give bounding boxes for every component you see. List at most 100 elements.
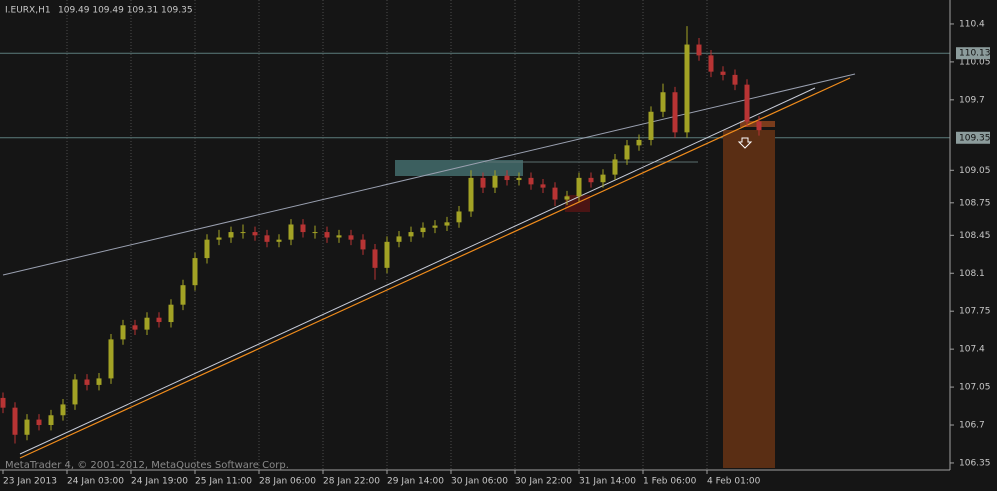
candle-body [252, 232, 258, 236]
candle-body [156, 317, 162, 323]
candle-body [732, 74, 738, 85]
candle-body [324, 232, 330, 238]
chart-title: I.EURX,H1 [5, 6, 51, 16]
candle-body [276, 239, 282, 242]
candle-body [288, 224, 294, 240]
y-tick-label: 107.75 [959, 307, 991, 317]
candle-body [240, 232, 246, 234]
x-tick-label: 1 Feb 06:00 [643, 477, 697, 487]
candle-body [96, 378, 102, 385]
x-tick-label: 30 Jan 22:00 [515, 477, 572, 487]
chart-subtitle: 109.49 109.49 109.31 109.35 [58, 6, 193, 16]
candle-body [456, 211, 462, 223]
candle-body [708, 55, 714, 72]
candle-body [48, 415, 54, 426]
candle-body [420, 227, 426, 233]
candle-body [684, 44, 690, 133]
y-tick-label: 106.35 [959, 458, 991, 468]
candle-body [720, 71, 726, 75]
trend-line [19, 87, 816, 455]
price-label: 109.35 [959, 133, 991, 143]
candle-body [756, 121, 762, 131]
candle-body [348, 235, 354, 240]
trend-line [19, 77, 851, 459]
candle-body [120, 325, 126, 340]
candle-body [228, 232, 234, 238]
candle-body [696, 44, 702, 56]
candle-body [504, 175, 510, 181]
candle-body [492, 175, 498, 188]
candle-body [408, 232, 414, 237]
y-tick-label: 108.1 [959, 269, 985, 279]
candle-body [12, 407, 18, 435]
trend-line [2, 73, 856, 276]
candle-body [204, 239, 210, 259]
candle-body [516, 177, 522, 181]
candle-body [72, 379, 78, 405]
y-tick-label: 110.4 [959, 19, 985, 29]
candle-body [564, 196, 570, 200]
candle-body [216, 237, 222, 240]
candle-body [540, 184, 546, 188]
candle-body [612, 159, 618, 175]
candle-body [108, 339, 114, 379]
x-tick-label: 24 Jan 19:00 [131, 477, 188, 487]
candle-body [672, 92, 678, 133]
y-tick-label: 107.05 [959, 383, 991, 393]
candle-body [384, 241, 390, 268]
candle-body [144, 317, 150, 330]
candle-body [624, 145, 630, 160]
x-tick-label: 30 Jan 06:00 [451, 477, 508, 487]
candle-body [0, 397, 6, 408]
x-tick-label: 23 Jan 2013 [3, 477, 57, 487]
candle-body [168, 304, 174, 323]
y-tick-label: 109.05 [959, 166, 991, 176]
price-label-box [956, 47, 990, 60]
candle-body [552, 187, 558, 200]
candle-body [264, 235, 270, 242]
candle-body [744, 84, 750, 122]
y-tick-label: 110.05 [959, 57, 991, 67]
x-tick-label: 31 Jan 14:00 [579, 477, 636, 487]
candle-body [588, 177, 594, 183]
sell-arrow [737, 137, 753, 149]
y-tick-label: 108.45 [959, 231, 991, 241]
price-label-box [956, 131, 990, 144]
candle-body [84, 379, 90, 385]
candle-body [180, 285, 186, 305]
candle-body [528, 177, 534, 185]
candle-body [36, 419, 42, 426]
x-tick-label: 28 Jan 22:00 [323, 477, 380, 487]
candle-body [480, 177, 486, 188]
candle-body [60, 404, 66, 416]
candle-body [336, 235, 342, 238]
candle-body [468, 177, 474, 212]
y-tick-label: 108.75 [959, 198, 991, 208]
candle-body [372, 249, 378, 268]
candle-body [360, 239, 366, 250]
zone-rect [395, 160, 523, 176]
y-tick-label: 109.7 [959, 95, 985, 105]
x-tick-label: 4 Feb 01:00 [707, 477, 761, 487]
watermark: MetaTrader 4, © 2001-2012, MetaQuotes So… [5, 460, 289, 471]
y-tick-label: 107.4 [959, 345, 985, 355]
candle-body [444, 222, 450, 226]
candle-body [576, 177, 582, 197]
candle-body [24, 419, 30, 435]
x-tick-label: 29 Jan 14:00 [387, 477, 444, 487]
candle-body [600, 174, 606, 183]
candle-body [660, 92, 666, 112]
candle-body [192, 258, 198, 286]
price-label: 110.13 [959, 49, 991, 59]
candle-body [432, 225, 438, 228]
x-tick-label: 24 Jan 03:00 [67, 477, 124, 487]
candle-body [132, 325, 138, 330]
candle-body [636, 139, 642, 146]
x-tick-label: 25 Jan 11:00 [195, 477, 252, 487]
candle-body [648, 111, 654, 140]
candle-body [312, 232, 318, 234]
x-tick-label: 28 Jan 06:00 [259, 477, 316, 487]
candle-body [300, 224, 306, 233]
y-tick-label: 106.7 [959, 421, 985, 431]
